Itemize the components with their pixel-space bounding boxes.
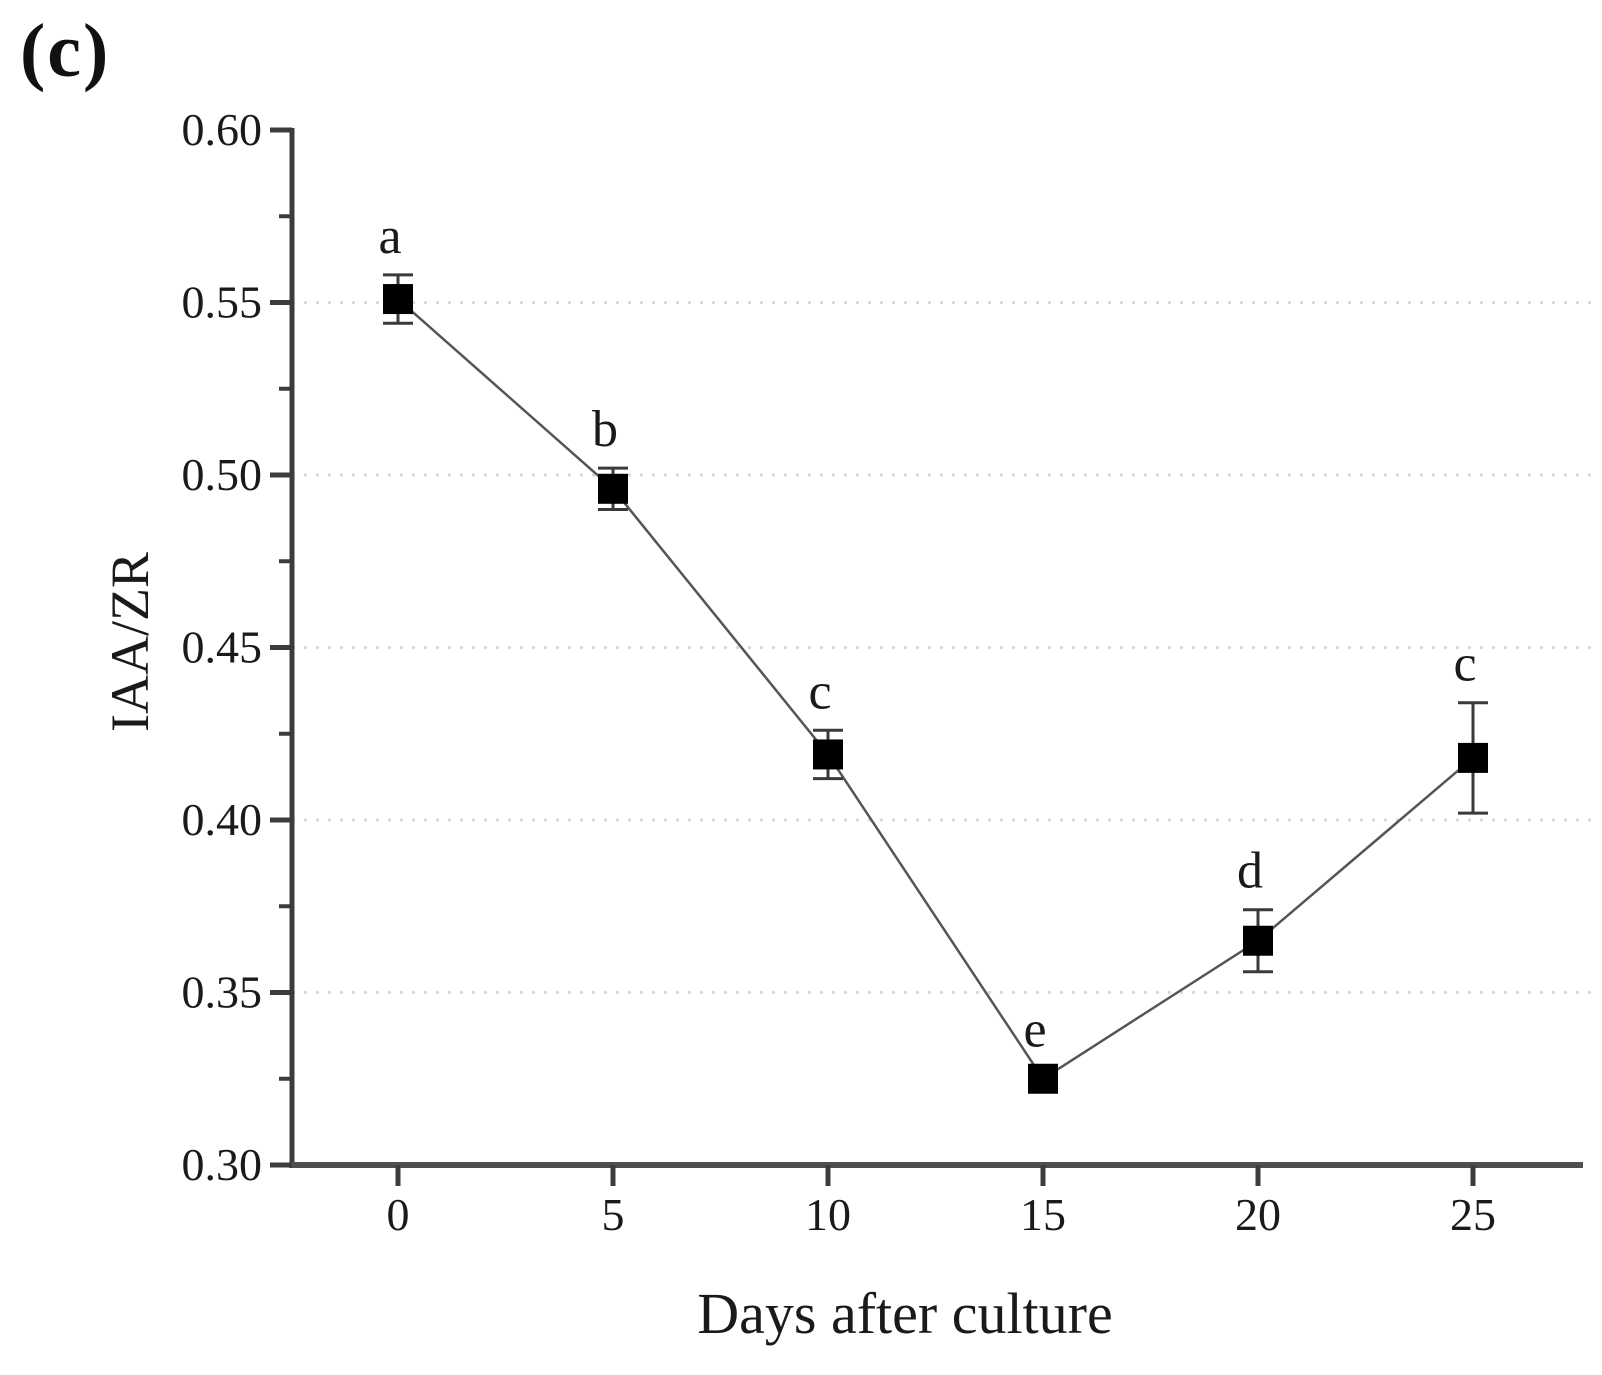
y-tick-label: 0.40: [182, 794, 263, 845]
y-tick-label: 0.30: [182, 1139, 263, 1190]
point-significance-letter: e: [1023, 1001, 1046, 1058]
y-tick-label: 0.55: [182, 277, 263, 328]
x-tick-label: 5: [602, 1189, 625, 1240]
data-point-marker: [598, 473, 628, 504]
y-tick-label: 0.60: [182, 104, 263, 155]
point-significance-letter: d: [1237, 843, 1263, 900]
point-significance-letter: b: [592, 401, 618, 458]
x-tick-label: 20: [1235, 1189, 1281, 1240]
point-significance-letter: c: [1453, 636, 1476, 693]
y-tick-label: 0.45: [182, 622, 263, 673]
y-tick-label: 0.50: [182, 449, 263, 500]
x-tick-label: 10: [805, 1189, 851, 1240]
point-significance-letter: c: [808, 663, 831, 720]
data-point-marker: [813, 739, 843, 770]
point-significance-letter: a: [378, 208, 401, 265]
x-tick-label: 25: [1450, 1189, 1496, 1240]
axes-layer: 0.30 0.35 0.40 0.45 0.50 0.55 0.60 0 5 10 15 20 25: [182, 104, 1583, 1240]
data-point-marker: [1458, 742, 1488, 773]
panel-label: (c): [20, 9, 111, 93]
gridlines-layer: [292, 301, 1592, 994]
data-point-marker: [1243, 925, 1273, 956]
y-tick-label: 0.35: [182, 967, 263, 1018]
x-tick-label: 15: [1020, 1189, 1066, 1240]
x-axis-title: Days after culture: [697, 1281, 1112, 1346]
y-axis-title: IAA/ZR: [100, 552, 160, 732]
data-point-marker: [383, 284, 413, 315]
series-line: [397, 298, 1474, 1081]
data-series-layer: a b c e d c: [378, 208, 1488, 1094]
x-tick-label: 0: [387, 1189, 410, 1240]
data-point-marker: [1028, 1063, 1058, 1094]
